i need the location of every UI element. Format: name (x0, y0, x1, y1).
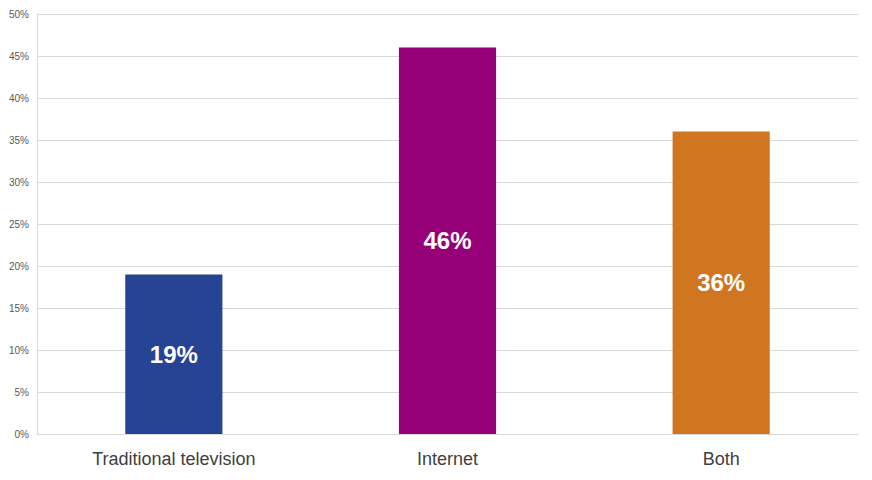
svg-text:5%: 5% (15, 387, 30, 398)
svg-text:15%: 15% (9, 303, 29, 314)
svg-text:35%: 35% (9, 135, 29, 146)
svg-text:Internet: Internet (417, 449, 478, 469)
svg-text:10%: 10% (9, 345, 29, 356)
svg-text:46%: 46% (423, 227, 471, 254)
svg-text:50%: 50% (9, 9, 29, 20)
svg-text:40%: 40% (9, 93, 29, 104)
svg-text:19%: 19% (150, 341, 198, 368)
svg-text:0%: 0% (15, 429, 30, 440)
svg-text:20%: 20% (9, 261, 29, 272)
svg-text:30%: 30% (9, 177, 29, 188)
svg-text:Traditional television: Traditional television (92, 449, 255, 469)
svg-text:36%: 36% (697, 269, 745, 296)
svg-text:25%: 25% (9, 219, 29, 230)
svg-text:45%: 45% (9, 51, 29, 62)
svg-text:Both: Both (703, 449, 740, 469)
